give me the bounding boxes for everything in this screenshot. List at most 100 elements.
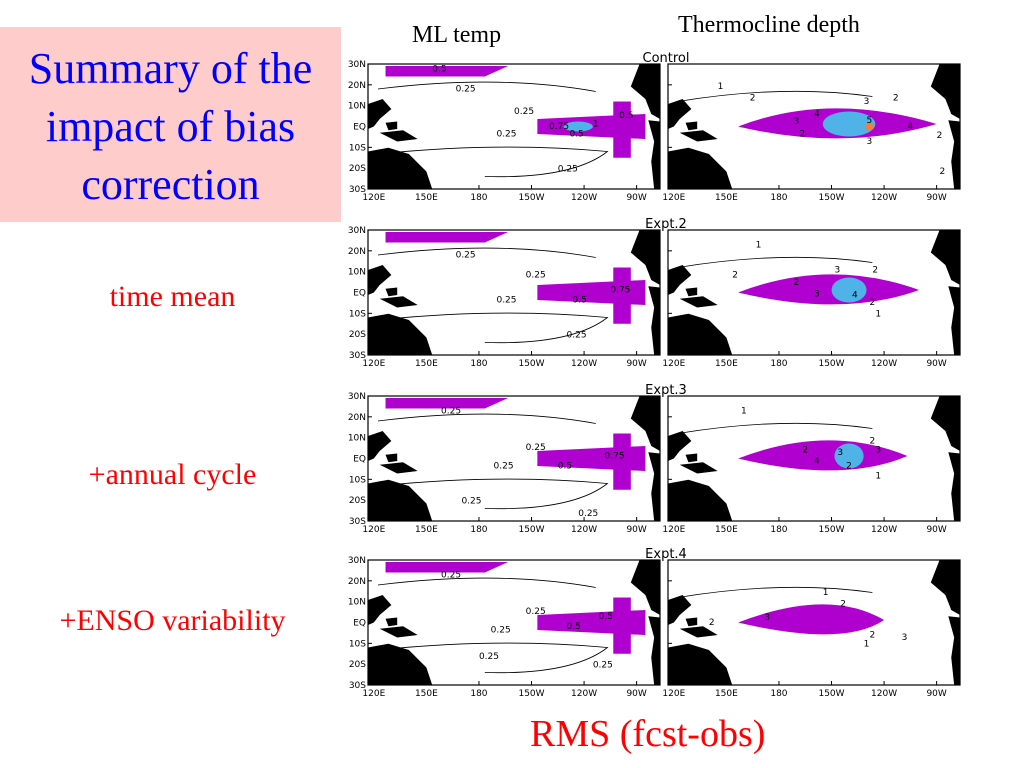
lat-tick-label: 30N <box>348 60 366 70</box>
contour-label: 2 <box>869 298 875 308</box>
lon-tick-label: 180 <box>470 359 487 369</box>
lon-tick-label: 150E <box>415 193 438 203</box>
lon-tick-label: 90W <box>926 193 946 203</box>
panel-title-2: Expt.2 <box>645 217 687 232</box>
lon-tick-label: 180 <box>770 359 787 369</box>
contour-label: 1 <box>718 82 724 92</box>
contour-label: 3 <box>875 445 881 455</box>
lat-tick-label: 20N <box>348 81 366 91</box>
contour-label: 3 <box>814 289 820 299</box>
contour-label: 1 <box>823 588 829 598</box>
contour-label: 2 <box>893 93 899 103</box>
contour-label: 2 <box>937 131 943 141</box>
lat-tick-label: EQ <box>353 455 366 465</box>
lat-tick-label: 10S <box>349 475 366 485</box>
lat-tick-label: 30N <box>348 392 366 402</box>
contour-label: 3 <box>837 448 843 458</box>
contour-label: 1 <box>741 407 747 417</box>
lon-tick-label: 120W <box>871 359 897 369</box>
ml-map-panel-4: 0.25 0.25 0.5 0.5 0.25 0.25 0.25 30N 20N 10N EQ 10S… <box>348 556 660 699</box>
th-map-panel-3: 12 3234 21120E 150E 180 150W 120W 90W <box>662 396 960 535</box>
lat-tick-label: 20N <box>348 247 366 257</box>
contour-label: 0.25 <box>526 271 546 281</box>
contour-label: 0.25 <box>593 661 613 671</box>
contour-label: 4 <box>814 110 820 120</box>
lon-tick-label: 180 <box>470 193 487 203</box>
lon-tick-label: 180 <box>770 689 787 699</box>
lon-tick-label: 120W <box>571 359 597 369</box>
lon-tick-label: 120E <box>362 193 385 203</box>
lon-tick-label: 150W <box>518 359 544 369</box>
lon-tick-label: 120E <box>662 193 685 203</box>
lon-tick-label: 120E <box>662 359 685 369</box>
contour-label: 3 <box>834 266 840 276</box>
lat-tick-label: 10N <box>348 598 366 608</box>
lon-tick-label: 120W <box>571 525 597 535</box>
lat-tick-label: 30N <box>348 226 366 236</box>
lon-tick-label: 90W <box>626 689 646 699</box>
lon-tick-label: 120E <box>362 359 385 369</box>
contour-label: 2 <box>940 167 946 177</box>
contour-label: 0.25 <box>491 626 511 636</box>
th-map-panel-4: 12322 31120E 150E 180 150W 120W 90W <box>662 560 960 699</box>
bias-region <box>613 268 631 324</box>
lon-tick-label: 120E <box>662 689 685 699</box>
lat-tick-label: 20S <box>349 330 366 340</box>
contour-label: 3 <box>794 117 800 127</box>
lat-tick-label: 10N <box>348 102 366 112</box>
lat-tick-label: 10N <box>348 268 366 278</box>
contour-label: 0.5 <box>558 462 572 472</box>
contour-label: 1 <box>875 309 881 319</box>
lon-tick-label: 90W <box>926 359 946 369</box>
contour-label: 2 <box>846 462 852 472</box>
contour-label: 0.25 <box>514 107 534 117</box>
lon-tick-label: 120W <box>871 689 897 699</box>
lon-tick-label: 150E <box>715 525 738 535</box>
contour-label: 0.25 <box>479 652 499 662</box>
contour-label: 0.25 <box>558 165 578 175</box>
contour-label: 2 <box>750 93 756 103</box>
lon-tick-label: 90W <box>626 525 646 535</box>
contour-label: 1 <box>593 120 599 130</box>
contour-label: 0.25 <box>496 130 516 140</box>
contour-label: 1 <box>756 241 762 251</box>
lon-tick-label: 150W <box>818 193 844 203</box>
lat-tick-label: EQ <box>353 123 366 133</box>
lon-tick-label: 120W <box>571 689 597 699</box>
lat-tick-label: EQ <box>353 289 366 299</box>
lon-tick-label: 150W <box>818 689 844 699</box>
lon-tick-label: 150W <box>518 525 544 535</box>
lon-tick-label: 150E <box>415 359 438 369</box>
contour-label: 0.25 <box>494 462 514 472</box>
contour-label: 0.75 <box>605 452 625 462</box>
lat-tick-label: 10S <box>349 639 366 649</box>
lon-tick-label: 90W <box>626 193 646 203</box>
lat-tick-label: 20N <box>348 577 366 587</box>
lon-tick-label: 150E <box>715 359 738 369</box>
lon-tick-label: 150W <box>818 525 844 535</box>
lon-tick-label: 90W <box>926 525 946 535</box>
contour-label: 2 <box>869 631 875 641</box>
contour-label: 0.25 <box>441 407 461 417</box>
lon-tick-label: 90W <box>926 689 946 699</box>
contour-label: 0.25 <box>456 85 476 95</box>
lon-tick-label: 180 <box>470 525 487 535</box>
lon-tick-label: 120E <box>362 689 385 699</box>
lon-tick-label: 150E <box>715 193 738 203</box>
contour-label: 2 <box>794 278 800 288</box>
contour-label: 0.75 <box>549 122 569 132</box>
ml-map-panel-2: 0.250.250.50.750.250.2530N20N10NEQ10S20S… <box>348 226 660 369</box>
contour-label: 3 <box>864 97 870 107</box>
contour-label: 0.5 <box>619 111 633 121</box>
contour-label: 4 <box>814 457 820 467</box>
contour-label: 2 <box>802 445 808 455</box>
th-map-panel-1: 12 3 243 542322120E 150E 180 150W 120W 90W <box>662 64 960 203</box>
contour-label: 0.25 <box>578 509 598 519</box>
contour-label: 0.25 <box>456 251 476 261</box>
lon-tick-label: 150E <box>715 689 738 699</box>
contour-label: 0.25 <box>496 296 516 306</box>
contour-label: 3 <box>867 137 873 147</box>
lon-tick-label: 120W <box>871 193 897 203</box>
lon-tick-label: 150E <box>415 689 438 699</box>
